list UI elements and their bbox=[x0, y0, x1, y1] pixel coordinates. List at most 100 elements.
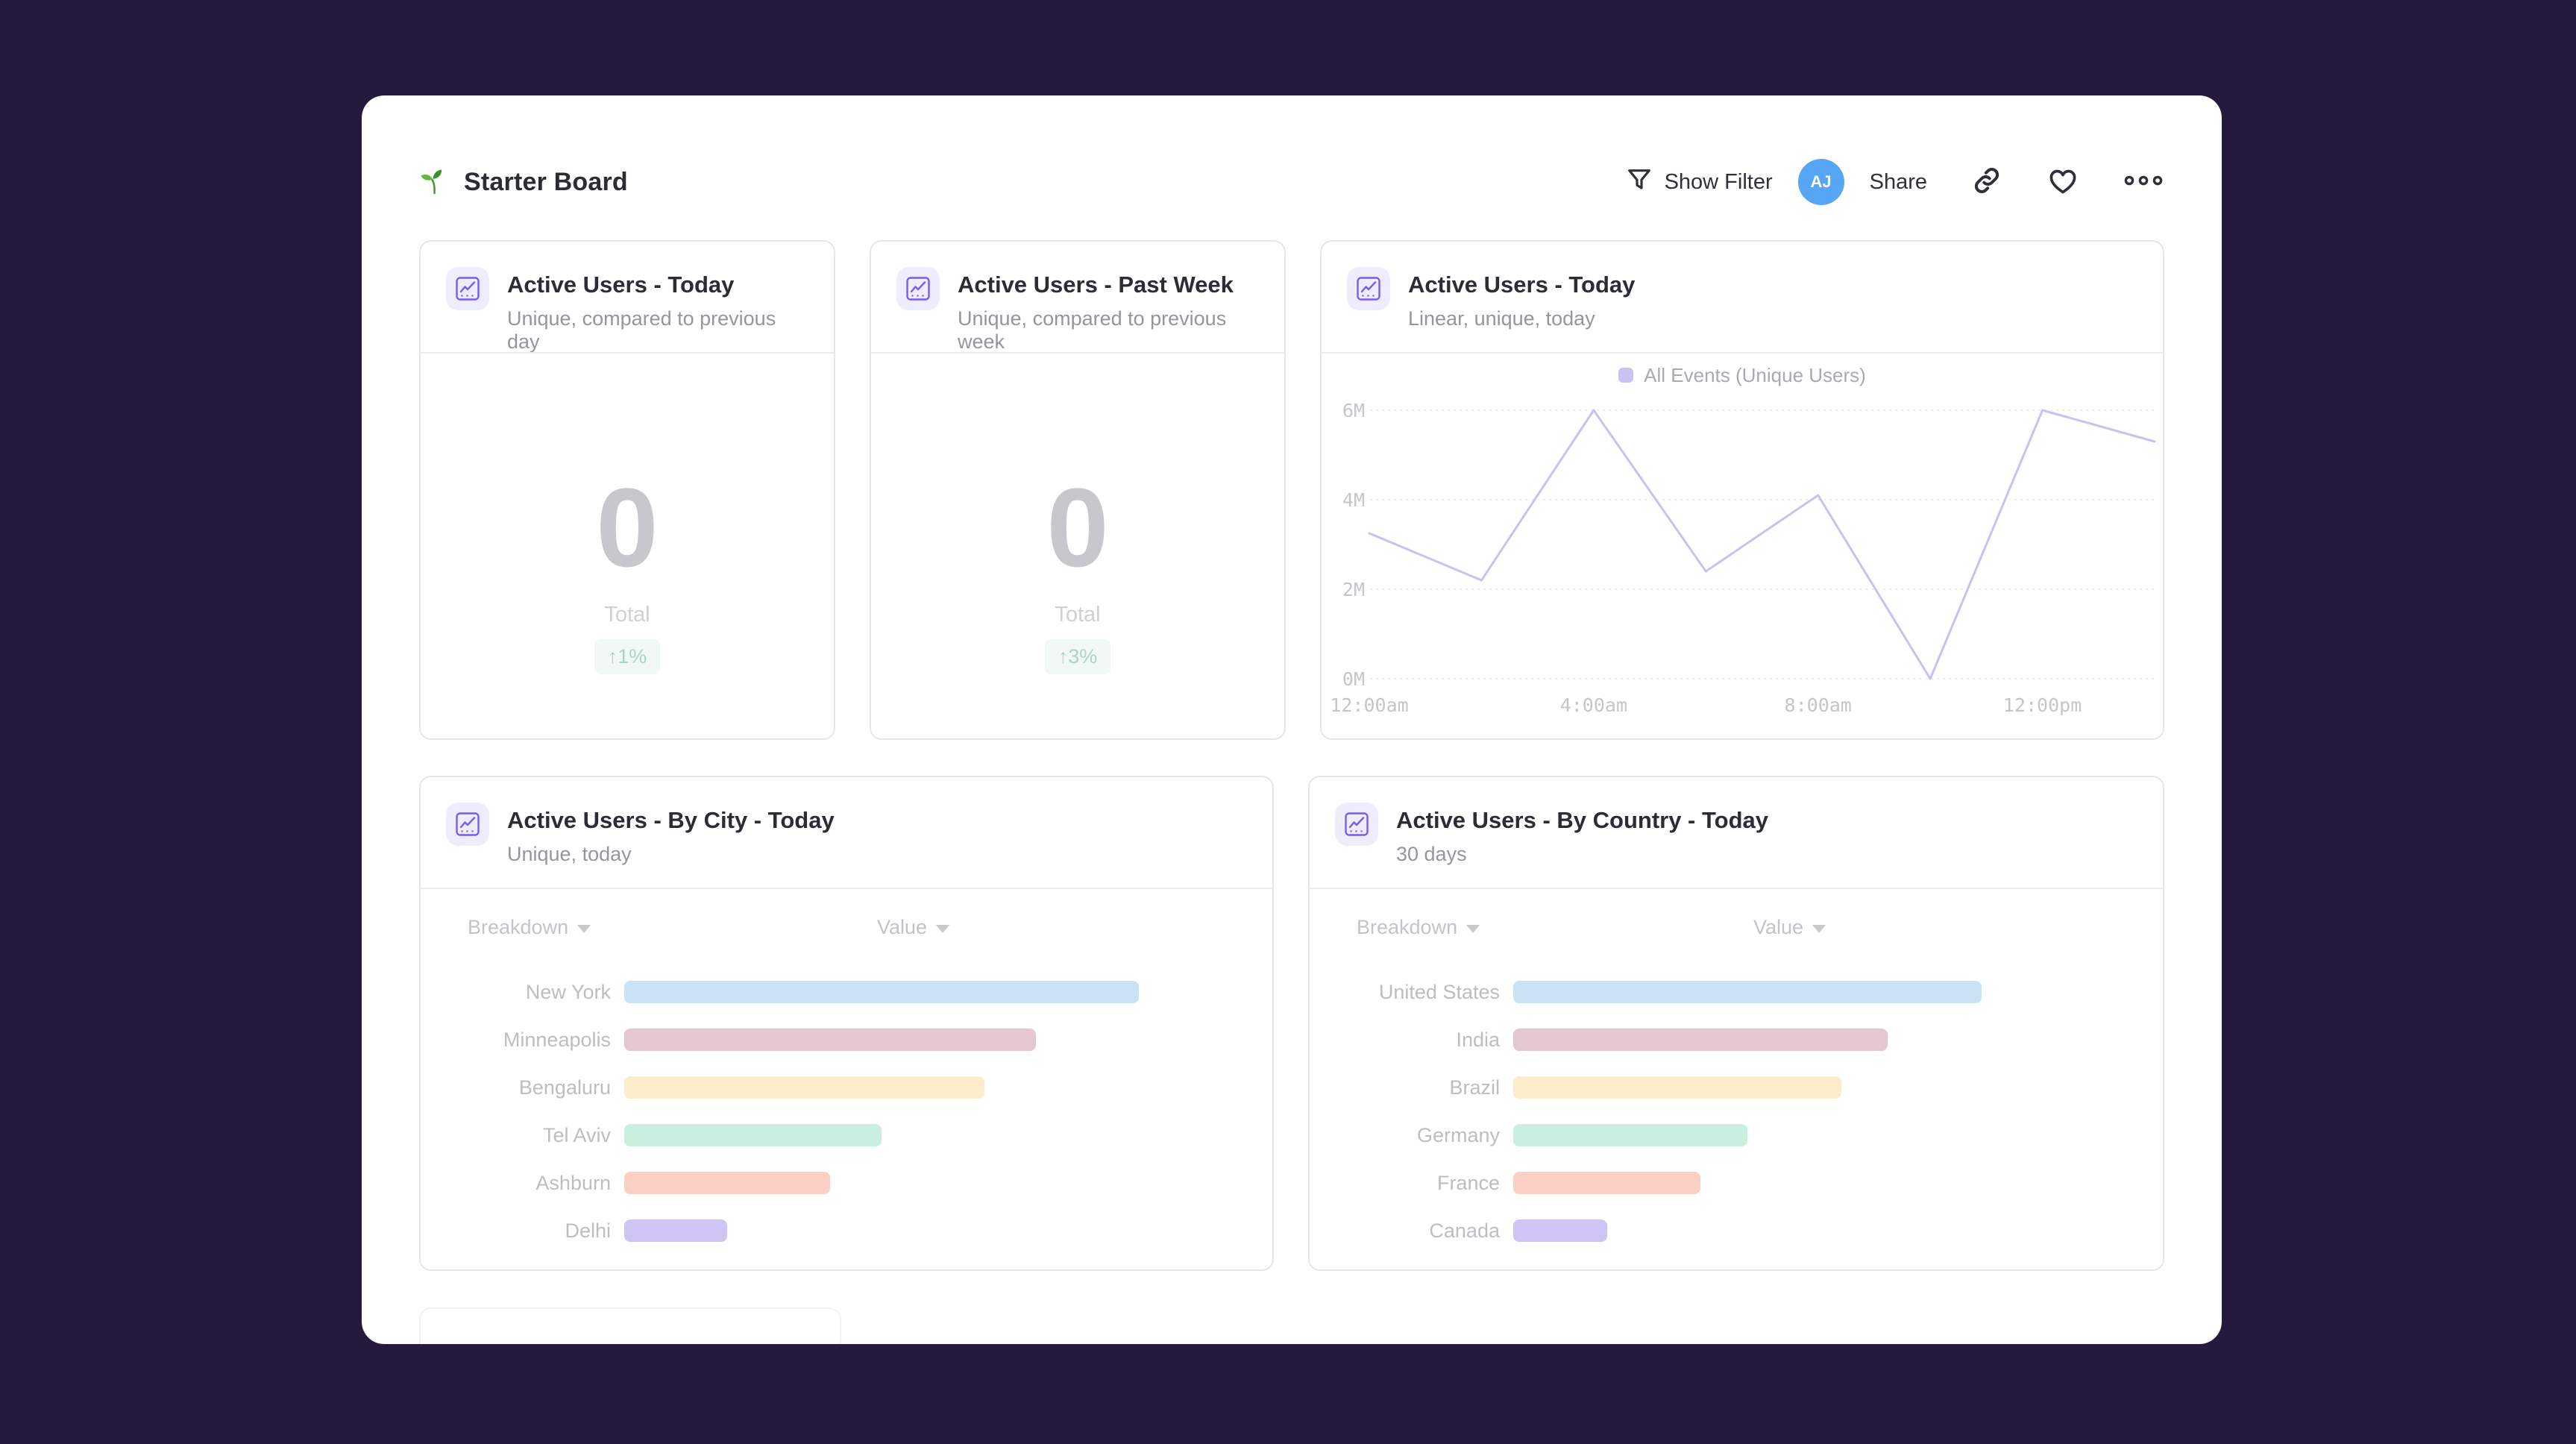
ellipsis-icon bbox=[2123, 169, 2164, 196]
toolbar: Show Filter AJ Share bbox=[1624, 159, 2164, 205]
row-label: India bbox=[1456, 1028, 1500, 1051]
y-axis-tick: 2M bbox=[1342, 579, 1365, 600]
legend-swatch bbox=[1618, 368, 1634, 383]
avatar[interactable]: AJ bbox=[1797, 159, 1844, 205]
row-label: New York bbox=[525, 980, 611, 1003]
card-subtitle: Linear, unique, today bbox=[1408, 307, 1595, 330]
value-sort-control[interactable]: Value bbox=[877, 916, 950, 939]
row-label: Brazil bbox=[1449, 1076, 1500, 1099]
share-label: Share bbox=[1869, 169, 1927, 194]
line-series bbox=[1368, 409, 2156, 680]
row-bar[interactable] bbox=[624, 1219, 727, 1242]
chart-icon bbox=[1335, 803, 1378, 846]
row-label: Germany bbox=[1416, 1123, 1500, 1146]
card-subtitle: Unique, compared to previous day bbox=[507, 307, 776, 353]
chart-icon bbox=[896, 267, 940, 310]
row-label: Canada bbox=[1429, 1219, 1500, 1242]
chevron-down-icon bbox=[577, 925, 591, 933]
row-label: Bengaluru bbox=[518, 1076, 611, 1099]
x-axis-tick: 12:00pm bbox=[2003, 694, 2082, 716]
card-active-users-today: Active Users - Today Unique, compared to… bbox=[419, 240, 835, 740]
metric-value: 0 bbox=[1046, 465, 1109, 590]
card-divider bbox=[1322, 352, 2163, 354]
x-axis-tick: 8:00am bbox=[1785, 694, 1852, 716]
chevron-down-icon bbox=[1466, 925, 1480, 933]
row-label: Delhi bbox=[565, 1219, 611, 1242]
x-axis-tick: 12:00am bbox=[1330, 694, 1408, 716]
breakdown-sort-control[interactable]: Breakdown bbox=[1357, 916, 1480, 939]
value-sort-control[interactable]: Value bbox=[1753, 916, 1826, 939]
card-title: Active Users - Today bbox=[507, 271, 735, 298]
card-title: Active Users - By City - Today bbox=[507, 807, 835, 833]
row-bar[interactable] bbox=[1513, 1124, 1747, 1146]
card-title: Active Users - By Country - Today bbox=[1396, 807, 1768, 833]
metric-value: 0 bbox=[596, 465, 659, 590]
chevron-down-icon bbox=[936, 925, 950, 933]
card-subtitle: Unique, compared to previous week bbox=[958, 307, 1227, 353]
breakdown-label: Breakdown bbox=[1357, 916, 1458, 938]
y-axis-tick: 4M bbox=[1342, 489, 1365, 511]
heart-icon bbox=[2046, 164, 2079, 201]
link-icon bbox=[1970, 164, 2003, 201]
card-subtitle: 30 days bbox=[1396, 842, 1467, 865]
table-row: United States bbox=[1310, 968, 2163, 1016]
breakdown-sort-control[interactable]: Breakdown bbox=[468, 916, 591, 939]
row-label: Tel Aviv bbox=[542, 1123, 611, 1146]
seedling-icon bbox=[419, 165, 450, 200]
card-divider bbox=[1310, 888, 2163, 889]
breakdown-rows: New York Minneapolis Bengaluru Tel Aviv Ashb… bbox=[421, 968, 1272, 1255]
row-bar[interactable] bbox=[624, 1124, 882, 1146]
table-row: India bbox=[1310, 1016, 2163, 1064]
card-active-users-by-country: Active Users - By Country - Today 30 day… bbox=[1308, 776, 2164, 1271]
card-divider bbox=[421, 888, 1272, 889]
row-label: Minneapolis bbox=[503, 1028, 611, 1051]
x-axis-tick: 4:00am bbox=[1560, 694, 1627, 716]
show-filter-button[interactable]: Show Filter bbox=[1624, 166, 1773, 199]
value-label: Value bbox=[877, 916, 928, 938]
row-bar[interactable] bbox=[1513, 1029, 1888, 1051]
chart-icon bbox=[446, 803, 489, 846]
table-row: Tel Aviv bbox=[421, 1111, 1272, 1159]
chart-icon bbox=[446, 267, 489, 310]
row-bar[interactable] bbox=[1513, 981, 1982, 1003]
copy-link-button[interactable] bbox=[1970, 164, 2003, 201]
change-badge: ↑3% bbox=[1044, 639, 1111, 674]
favorite-button[interactable] bbox=[2046, 164, 2079, 201]
card-divider bbox=[421, 352, 834, 354]
dashboard-panel: Starter Board Show Filter AJ Share bbox=[362, 95, 2222, 1344]
card-active-users-past-week: Active Users - Past Week Unique, compare… bbox=[870, 240, 1286, 740]
filter-icon bbox=[1624, 166, 1654, 199]
table-row: France bbox=[1310, 1159, 2163, 1207]
chart-icon bbox=[1347, 267, 1390, 310]
row-bar[interactable] bbox=[1513, 1172, 1701, 1194]
table-row: Minneapolis bbox=[421, 1016, 1272, 1064]
table-row: Canada bbox=[1310, 1207, 2163, 1255]
row-label: France bbox=[1436, 1171, 1500, 1194]
line-chart[interactable]: 0M 2M 4M 6M 12:00am 4:00am 8:00am 12:00pm bbox=[1322, 395, 2163, 731]
card-subtitle: Unique, today bbox=[507, 842, 632, 865]
chart-legend: All Events (Unique Users) bbox=[1322, 362, 2163, 388]
y-axis-tick: 6M bbox=[1342, 400, 1365, 421]
metric-label: Total bbox=[1055, 603, 1101, 627]
row-bar[interactable] bbox=[1513, 1076, 1841, 1099]
breakdown-rows: United States India Brazil Germany France Can… bbox=[1310, 968, 2163, 1255]
card-active-users-by-city: Active Users - By City - Today Unique, t… bbox=[419, 776, 1274, 1271]
share-button[interactable]: Share bbox=[1870, 170, 1927, 195]
card-title: Active Users - Past Week bbox=[958, 271, 1234, 298]
row-bar[interactable] bbox=[624, 1172, 830, 1194]
row-bar[interactable] bbox=[1513, 1219, 1607, 1242]
change-badge: ↑1% bbox=[594, 639, 661, 674]
legend-label: All Events (Unique Users) bbox=[1644, 363, 1866, 386]
show-filter-label: Show Filter bbox=[1664, 169, 1773, 194]
row-bar[interactable] bbox=[624, 1029, 1036, 1051]
row-bar[interactable] bbox=[624, 1076, 984, 1099]
value-label: Value bbox=[1753, 916, 1804, 938]
card-title: Active Users - Today bbox=[1408, 271, 1636, 298]
y-axis-tick: 0M bbox=[1342, 668, 1365, 690]
more-options-button[interactable] bbox=[2123, 169, 2164, 196]
table-row: New York bbox=[421, 968, 1272, 1016]
card-divider bbox=[871, 352, 1284, 354]
row-bar[interactable] bbox=[624, 981, 1139, 1003]
breakdown-label: Breakdown bbox=[468, 916, 569, 938]
row-label: United States bbox=[1378, 980, 1500, 1003]
